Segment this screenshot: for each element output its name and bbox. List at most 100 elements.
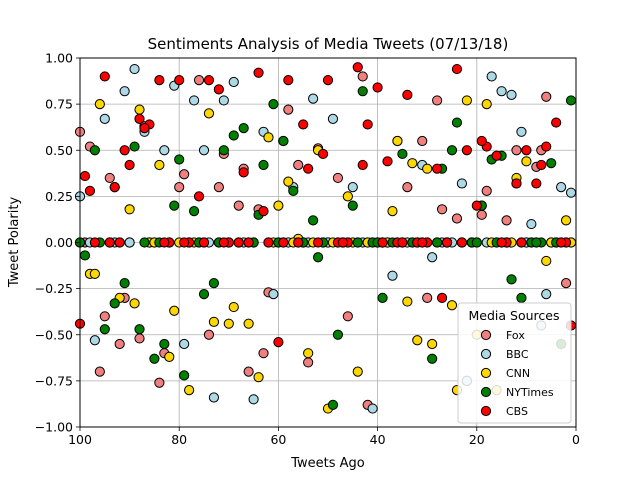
data-point-cnn (392, 135, 403, 147)
data-point-nytimes (188, 206, 200, 217)
data-point-nytimes (516, 292, 527, 303)
data-point-bbc (179, 338, 190, 350)
data-point-cbs (213, 84, 224, 95)
data-point-nytimes (99, 324, 110, 335)
data-point-cbs (441, 237, 453, 248)
legend-marker-cbs (480, 405, 492, 417)
legend-marker-bbc (480, 348, 492, 360)
data-point-fox (258, 348, 269, 359)
data-point-cbs (273, 337, 284, 348)
data-point-cbs (377, 237, 388, 248)
data-point-bbc (218, 95, 229, 106)
data-point-fox (283, 104, 294, 115)
data-point-bbc (526, 218, 537, 230)
legend-label: NYTimes (506, 386, 554, 399)
data-point-cbs (303, 163, 314, 174)
data-point-cbs (531, 178, 542, 189)
data-point-cbs (312, 237, 324, 248)
data-point-bbc (99, 113, 110, 124)
data-point-fox (114, 338, 125, 350)
data-point-bbc (456, 178, 468, 189)
x-axis-label: Tweets Ago (290, 456, 365, 471)
data-point-nytimes (352, 237, 363, 248)
data-point-cnn (273, 200, 284, 211)
data-point-fox (501, 215, 512, 226)
x-tick-label: 100 (68, 432, 92, 447)
y-axis-ticks: −1.00 −0.75 −0.50 −0.25 0.00 0.25 0.50 0.75 1.00 (35, 51, 80, 435)
legend-label: Fox (506, 329, 525, 342)
data-point-bbc (556, 182, 567, 193)
data-point-cbs (491, 150, 502, 161)
data-point-bbc (506, 89, 517, 101)
data-point-fox (233, 200, 244, 211)
data-point-fox (243, 366, 254, 377)
data-point-fox (293, 159, 304, 171)
data-point-cbs (109, 182, 120, 193)
data-point-cbs (397, 237, 408, 248)
data-point-nytimes (208, 277, 220, 289)
data-point-cnn (253, 372, 264, 383)
data-point-bbc (188, 95, 200, 106)
data-point-cnn (164, 351, 175, 362)
x-tick-label: 20 (469, 432, 485, 447)
data-point-nytimes (198, 289, 210, 300)
x-axis-ticks: 100 80 60 40 20 0 (68, 427, 580, 447)
data-point-cnn (446, 300, 458, 311)
data-point-cbs (174, 75, 185, 86)
data-point-cbs (114, 237, 125, 248)
data-point-cnn (184, 385, 195, 396)
data-point-cbs (293, 237, 304, 248)
data-point-cnn (129, 298, 140, 309)
data-point-bbc (496, 86, 507, 97)
data-point-nytimes (174, 154, 185, 165)
data-point-nytimes (427, 353, 438, 364)
legend-label: BBC (506, 348, 529, 361)
data-point-nytimes (159, 338, 170, 350)
data-point-nytimes (134, 324, 145, 335)
data-point-cbs (278, 237, 289, 248)
data-point-cbs (104, 237, 115, 248)
data-point-nytimes (179, 370, 190, 381)
data-point-cbs (253, 67, 264, 78)
data-point-cbs (536, 159, 547, 171)
data-point-nytimes (308, 215, 319, 226)
data-point-fox (213, 182, 224, 193)
data-point-cbs (134, 113, 145, 124)
legend-marker-fox (480, 329, 492, 341)
y-tick-label: −0.25 (35, 281, 73, 296)
y-tick-label: −1.00 (35, 420, 73, 435)
data-point-cnn (283, 176, 294, 187)
data-point-cnn (223, 318, 234, 329)
legend-title: Media Sources (469, 308, 560, 323)
data-point-nytimes (565, 95, 577, 106)
data-point-cnn (481, 99, 492, 110)
y-axis-label: Tweet Polarity (7, 197, 22, 289)
legend-marker-cnn (480, 367, 492, 379)
data-point-nytimes (288, 185, 299, 196)
data-point-cbs (471, 200, 482, 211)
data-point-nytimes (278, 135, 289, 147)
data-point-cnn (243, 318, 254, 329)
data-point-fox (422, 292, 433, 303)
data-point-cbs (322, 75, 334, 86)
data-point-nytimes (228, 130, 239, 141)
data-point-cbs (551, 117, 562, 128)
x-tick-label: 60 (270, 432, 286, 447)
y-tick-label: 1.00 (45, 51, 73, 66)
data-point-fox (342, 311, 353, 322)
data-point-cbs (511, 178, 522, 189)
data-point-cnn (94, 99, 105, 110)
data-point-nytimes (79, 250, 91, 261)
data-point-nytimes (357, 86, 368, 97)
data-point-cbs (382, 156, 393, 167)
data-point-cnn (208, 316, 220, 327)
data-point-cbs (238, 167, 249, 178)
data-point-nytimes (446, 145, 458, 156)
data-point-nytimes (169, 200, 180, 211)
y-tick-label: 0.00 (45, 235, 73, 250)
data-point-cbs (179, 237, 190, 248)
data-point-cbs (243, 237, 254, 248)
data-point-nytimes (332, 329, 344, 340)
data-point-cnn (263, 132, 274, 143)
